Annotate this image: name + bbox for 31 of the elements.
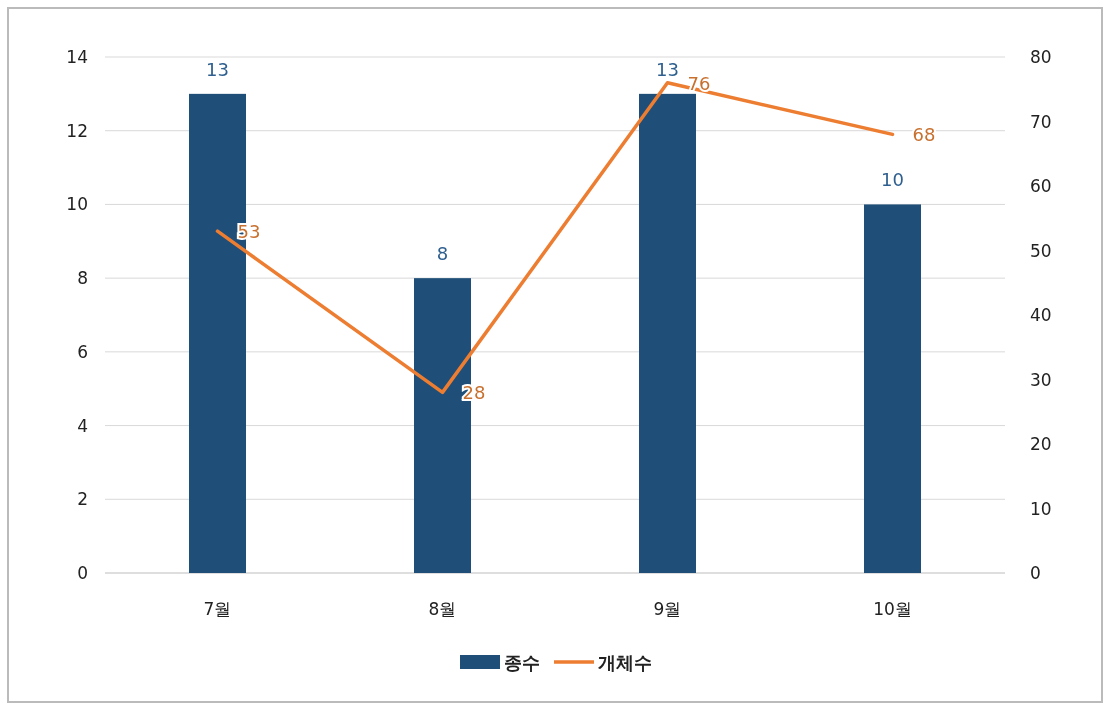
y2-tick-label: 10 [1030, 498, 1052, 519]
y-tick-label: 12 [66, 120, 88, 141]
data-label: 68 [912, 124, 936, 146]
y-tick-label: 8 [77, 268, 88, 289]
y2-tick-label: 70 [1030, 111, 1052, 132]
bar [864, 204, 921, 573]
data-label: 13 [206, 58, 229, 80]
x-tick-label: 10월 [873, 599, 912, 619]
y-tick-label: 0 [77, 563, 88, 583]
y2-tick-label: 20 [1030, 434, 1052, 454]
x-tick-label: 7월 [203, 599, 232, 619]
data-label: 10 [881, 169, 904, 191]
y-tick-label: 4 [77, 415, 88, 436]
y2-tick-label: 40 [1030, 305, 1052, 325]
bar [639, 93, 696, 573]
data-label: 13 [656, 58, 679, 80]
y-tick-label: 6 [77, 341, 88, 362]
x-tick-label: 9월 [653, 599, 682, 619]
y2-tick-label: 50 [1030, 240, 1052, 261]
y-tick-label: 2 [77, 489, 88, 510]
y2-tick-label: 30 [1030, 369, 1052, 390]
y2-tick-label: 80 [1030, 47, 1052, 67]
data-label: 76 [687, 72, 711, 94]
data-label: 8 [436, 243, 449, 265]
x-tick-label: 8월 [428, 599, 457, 619]
y2-tick-label: 0 [1030, 563, 1041, 583]
legend-label: 개체수 [598, 652, 652, 673]
y2-tick-label: 60 [1030, 176, 1052, 196]
legend-label: 종수 [504, 652, 540, 673]
y-tick-label: 14 [66, 47, 88, 67]
y-tick-label: 10 [66, 194, 88, 215]
